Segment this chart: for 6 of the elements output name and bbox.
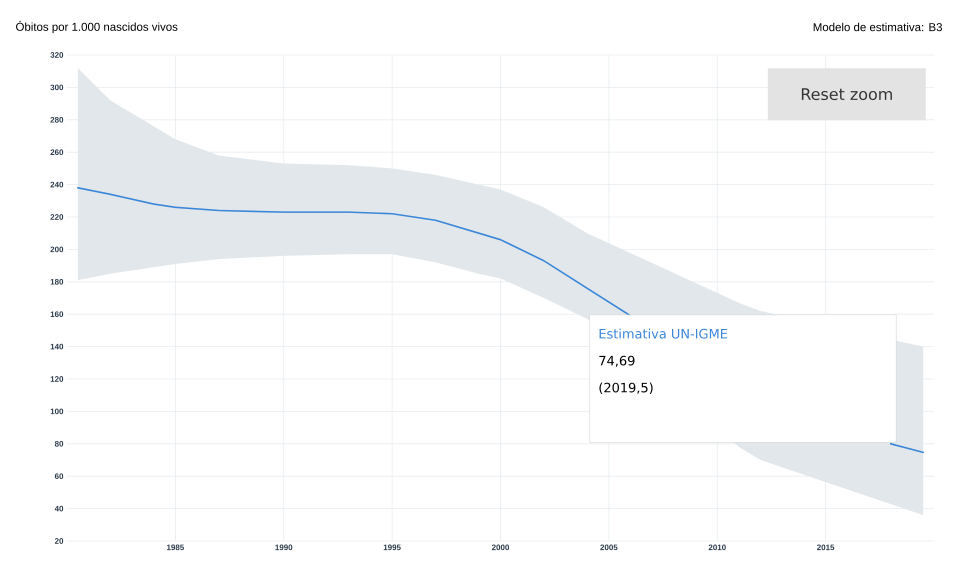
chart-subtitle: Modelo de estimativa: B3 [814,22,942,32]
annotation: (2019,5) [599,382,653,394]
chart-title: Óbitos por 1.000 nascidos vivos [16,20,178,34]
annotation: 74,69 [599,356,634,367]
text: Estimativa UN-IGME [600,328,728,339]
annotation: Reset zoom [802,88,892,100]
